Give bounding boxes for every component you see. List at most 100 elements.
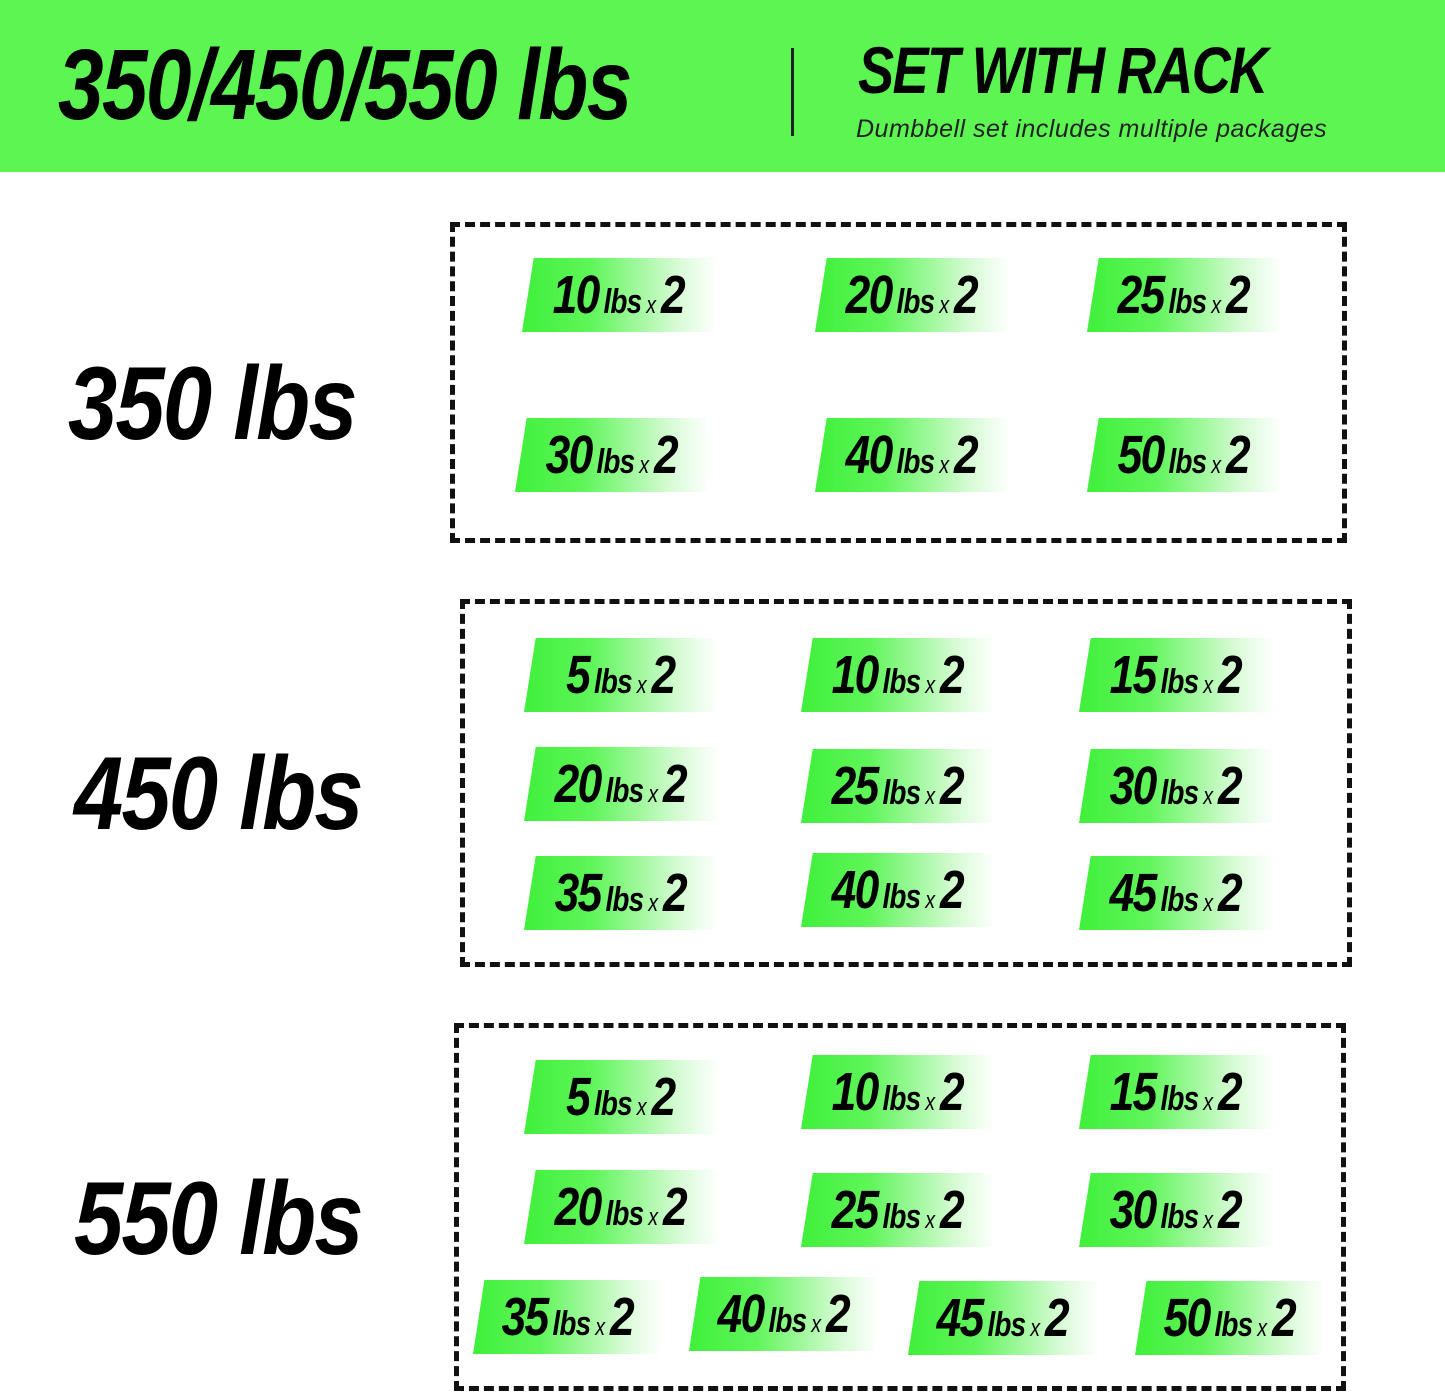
weight-tag-text: 20 lbs x 2 (555, 1176, 688, 1238)
times-sign: x (811, 1311, 821, 1338)
pair-count: 2 (651, 645, 677, 705)
times-sign: x (939, 452, 950, 479)
times-sign: x (1203, 783, 1214, 810)
times-sign: x (648, 1204, 659, 1231)
weight-tag: 10 lbs x 2 (801, 638, 996, 712)
weight-tag: 40 lbs x 2 (689, 1277, 879, 1351)
weight-unit: lbs (1214, 1306, 1253, 1344)
pair-count: 2 (954, 425, 980, 485)
pair-count: 2 (1218, 645, 1244, 705)
weight-value: 5 (566, 645, 591, 705)
weight-value: 30 (545, 425, 594, 485)
weight-tag: 25 lbs x 2 (801, 1173, 996, 1247)
pair-count: 2 (825, 1284, 851, 1344)
weight-tag-text: 25 lbs x 2 (832, 1179, 965, 1241)
times-sign: x (1203, 1089, 1214, 1116)
pair-count: 2 (940, 645, 966, 705)
pair-count: 2 (940, 860, 966, 920)
weight-tag: 10 lbs x 2 (522, 258, 717, 332)
weight-value: 50 (1163, 1288, 1211, 1348)
times-sign: x (1203, 672, 1214, 699)
weight-value: 25 (831, 1180, 880, 1240)
weight-unit: lbs (603, 283, 643, 321)
times-sign: x (925, 672, 936, 699)
weight-tag-text: 40 lbs x 2 (832, 859, 965, 921)
times-sign: x (925, 783, 936, 810)
weight-value: 15 (1109, 1062, 1158, 1122)
weight-unit: lbs (605, 881, 645, 919)
pair-count: 2 (609, 1287, 635, 1347)
weight-unit: lbs (605, 1195, 645, 1233)
weight-unit: lbs (882, 774, 922, 812)
weight-tag-text: 10 lbs x 2 (553, 264, 686, 326)
weight-unit: lbs (882, 1198, 922, 1236)
weight-tag-text: 10 lbs x 2 (832, 644, 965, 706)
weight-tag: 50 lbs x 2 (1135, 1281, 1325, 1355)
weight-value: 45 (1109, 863, 1158, 923)
set-label-350: 350 lbs (68, 346, 358, 462)
pair-count: 2 (651, 1067, 677, 1127)
weight-tag-text: 5 lbs x 2 (566, 1066, 676, 1128)
weight-tag-text: 40 lbs x 2 (717, 1283, 850, 1345)
weight-tag-text: 25 lbs x 2 (832, 755, 965, 817)
weight-tag: 30 lbs x 2 (1079, 749, 1274, 823)
times-sign: x (646, 292, 657, 319)
weight-value: 10 (831, 645, 880, 705)
times-sign: x (637, 672, 647, 699)
weight-tag-text: 15 lbs x 2 (1110, 1061, 1243, 1123)
times-sign: x (595, 1314, 605, 1341)
pair-count: 2 (954, 265, 980, 325)
times-sign: x (648, 781, 659, 808)
weight-value: 20 (554, 1177, 603, 1237)
weight-unit: lbs (768, 1302, 807, 1340)
weight-tag: 10 lbs x 2 (801, 1055, 996, 1129)
pair-count: 2 (1226, 425, 1252, 485)
pair-count: 2 (663, 1177, 689, 1237)
weight-value: 30 (1109, 756, 1158, 816)
times-sign: x (1030, 1315, 1040, 1342)
times-sign: x (1203, 890, 1214, 917)
times-sign: x (925, 887, 936, 914)
weight-value: 25 (831, 756, 880, 816)
header-divider (791, 48, 794, 136)
weight-unit: lbs (1160, 1080, 1200, 1118)
weight-value: 35 (501, 1287, 549, 1347)
weight-value: 20 (554, 754, 603, 814)
weight-tag-text: 15 lbs x 2 (1110, 644, 1243, 706)
pair-count: 2 (1218, 756, 1244, 816)
pair-count: 2 (663, 863, 689, 923)
weight-tag-text: 10 lbs x 2 (832, 1061, 965, 1123)
times-sign: x (1211, 292, 1222, 319)
pair-count: 2 (663, 754, 689, 814)
times-sign: x (939, 292, 950, 319)
header-description: Dumbbell set includes multiple packages (856, 115, 1328, 143)
weight-value: 5 (566, 1067, 591, 1127)
weight-value: 40 (717, 1284, 765, 1344)
times-sign: x (637, 1094, 647, 1121)
weight-tag: 35 lbs x 2 (473, 1280, 663, 1354)
weight-value: 20 (845, 265, 894, 325)
weight-tag: 40 lbs x 2 (801, 853, 996, 927)
weight-value: 45 (936, 1288, 984, 1348)
weight-tag: 45 lbs x 2 (1079, 856, 1274, 930)
weight-tag-text: 25 lbs x 2 (1118, 264, 1251, 326)
pair-count: 2 (661, 265, 687, 325)
weight-value: 25 (1117, 265, 1166, 325)
pair-count: 2 (940, 1180, 966, 1240)
weight-unit: lbs (596, 443, 636, 481)
weight-value: 40 (845, 425, 894, 485)
weight-tag-text: 20 lbs x 2 (846, 264, 979, 326)
weight-tag: 30 lbs x 2 (1079, 1173, 1274, 1247)
pair-count: 2 (1044, 1288, 1070, 1348)
weight-value: 15 (1109, 645, 1158, 705)
weight-tag-text: 45 lbs x 2 (936, 1287, 1069, 1349)
weight-value: 10 (831, 1062, 880, 1122)
weight-unit: lbs (1168, 283, 1208, 321)
weight-unit: lbs (882, 663, 922, 701)
weight-unit: lbs (896, 283, 936, 321)
pair-count: 2 (654, 425, 680, 485)
weight-tag-text: 5 lbs x 2 (566, 644, 676, 706)
weight-tag-text: 35 lbs x 2 (555, 862, 688, 924)
header-subtitle: SET WITH RACK (858, 33, 1268, 107)
weight-tag-text: 50 lbs x 2 (1118, 424, 1251, 486)
